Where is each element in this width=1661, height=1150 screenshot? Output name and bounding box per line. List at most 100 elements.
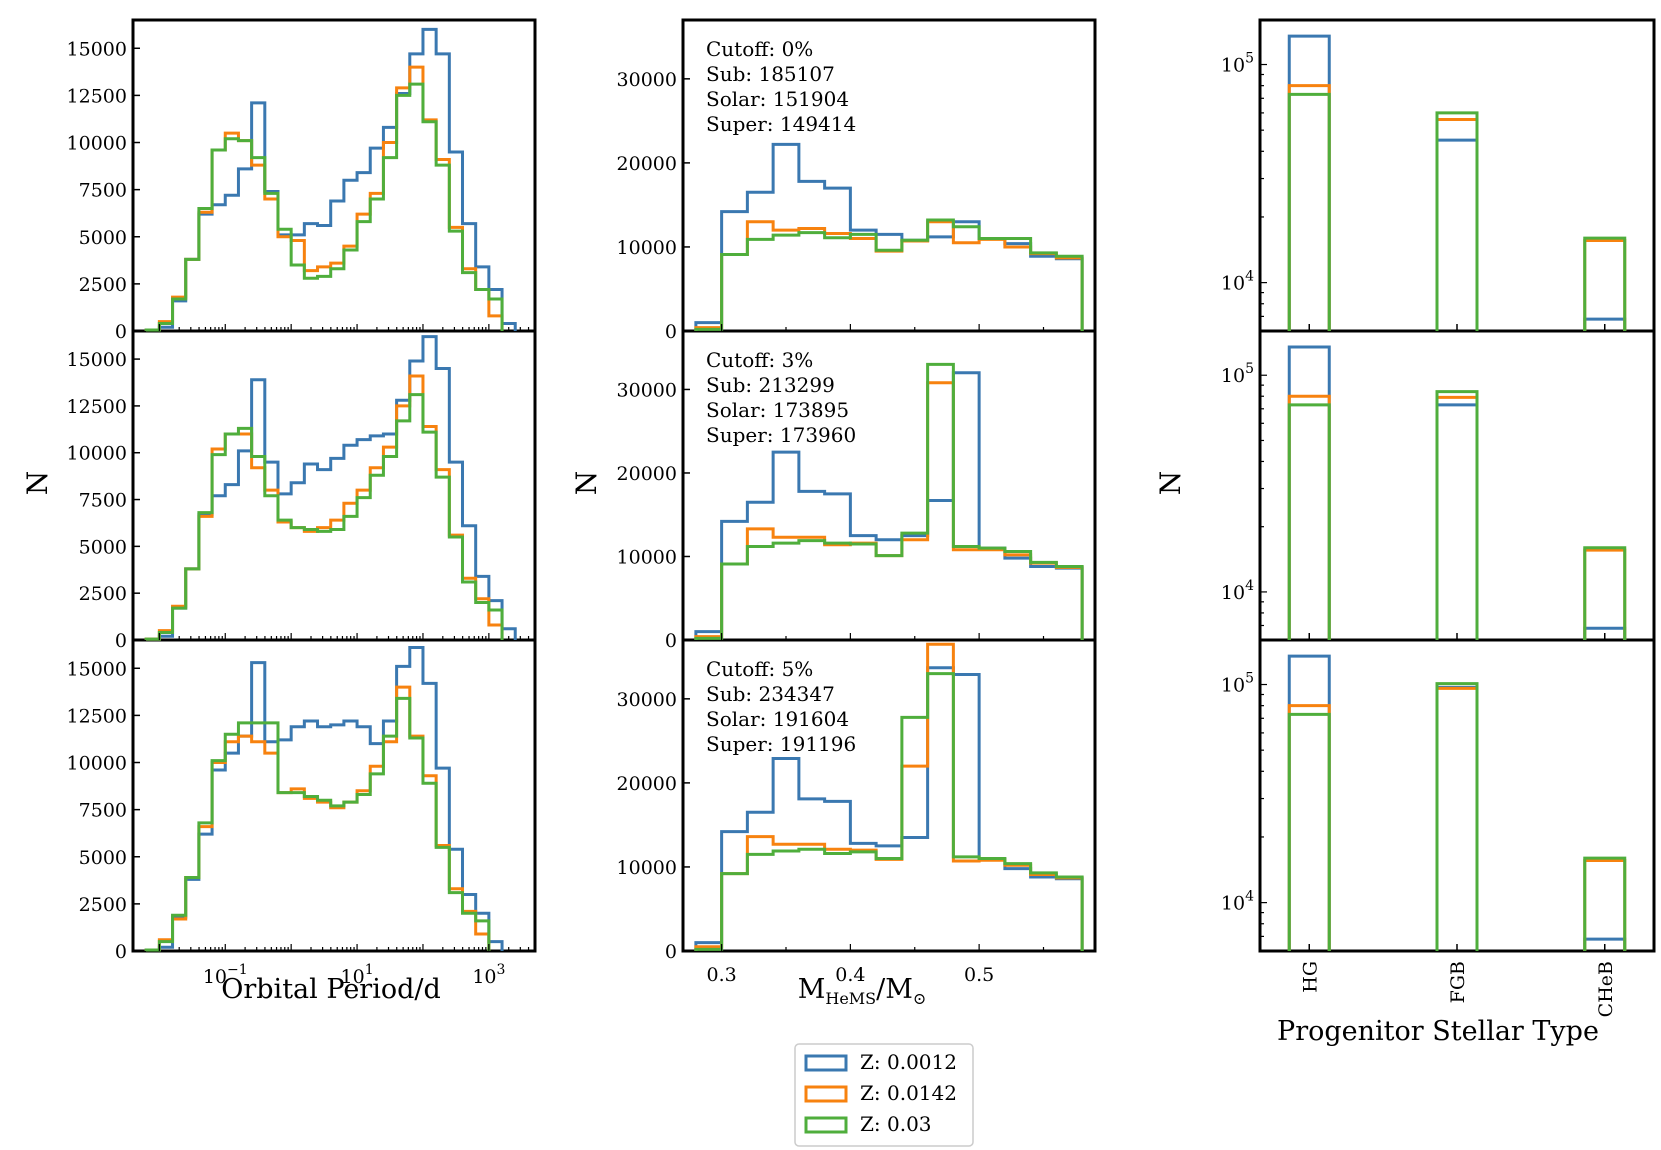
progenitor-bar (1435, 403, 1479, 640)
period-ytick-label: 2500 (79, 274, 127, 296)
mass-histogram-line (694, 142, 1084, 331)
mass-histogram-line (694, 371, 1084, 640)
cutoff-annotation: Super: 173960 (706, 423, 856, 447)
cutoff-annotation: Solar: 151904 (706, 87, 849, 111)
xlabel-hems-sub: HeMS (825, 989, 876, 1008)
legend-swatch-z3 (804, 1116, 848, 1134)
period-ytick-label: 2500 (79, 583, 127, 605)
legend-label-z1: Z: 0.0012 (860, 1050, 957, 1074)
legend-swatch-z2 (804, 1085, 848, 1103)
cutoff-annotation: Cutoff: 3% (706, 348, 813, 372)
progenitor-ytick-label: 104 (1221, 269, 1254, 295)
cutoff-annotation: Sub: 234347 (706, 682, 835, 706)
ylabel-left: N (21, 471, 54, 496)
xlabel-progenitor: Progenitor Stellar Type (1277, 1016, 1599, 1047)
period-ytick-label: 12500 (67, 705, 127, 727)
period-ytick-label: 0 (115, 941, 127, 963)
xlabel-hems-m: M (798, 974, 826, 1005)
progenitor-ytick-label: 104 (1221, 578, 1254, 604)
progenitor-bar (1435, 390, 1479, 640)
progenitor-panel-frame (1258, 18, 1656, 333)
period-histogram-line (144, 696, 491, 952)
cutoff-annotation: Sub: 185107 (706, 62, 835, 86)
cutoff-annotation: Solar: 173895 (706, 398, 849, 422)
progenitor-bar (1287, 92, 1331, 331)
mass-ytick-label: 10000 (617, 857, 677, 879)
mass-panel-frame (681, 638, 1097, 953)
mass-xtick-label: 0.3 (707, 964, 737, 986)
period-histogram-line (144, 82, 504, 332)
progenitor-ytick-label: 104 (1221, 889, 1254, 915)
panel-frames (131, 18, 1656, 953)
mass-histogram-line (694, 666, 1084, 951)
period-panel-frame (131, 638, 537, 953)
progenitor-bar (1287, 34, 1331, 331)
category-label: HG (1299, 961, 1321, 993)
period-ytick-label: 5000 (79, 847, 127, 869)
period-ytick-label: 12500 (67, 85, 127, 107)
progenitor-bar (1583, 238, 1627, 331)
histogram-series (144, 27, 1627, 952)
progenitor-bar (1287, 712, 1331, 951)
mass-ytick-label: 30000 (617, 689, 677, 711)
legend: Z: 0.0012 Z: 0.0142 Z: 0.03 (794, 1043, 974, 1147)
period-ytick-label: 10000 (67, 753, 127, 775)
progenitor-bar (1583, 858, 1627, 951)
progenitor-bar (1287, 84, 1331, 331)
cutoff-annotation: Sub: 213299 (706, 373, 835, 397)
period-histogram-line (144, 27, 517, 332)
progenitor-ytick-label: 105 (1221, 51, 1254, 77)
progenitor-ytick-label: 105 (1221, 671, 1254, 697)
period-ytick-label: 7500 (79, 490, 127, 512)
mass-ytick-label: 30000 (617, 69, 677, 91)
period-ytick-label: 2500 (79, 894, 127, 916)
mass-ytick-label: 10000 (617, 237, 677, 259)
progenitor-bar (1435, 686, 1479, 951)
period-histogram-line (144, 393, 504, 641)
mass-ytick-label: 10000 (617, 546, 677, 568)
period-ytick-label: 10000 (67, 443, 127, 465)
ylabel-right: N (1154, 471, 1187, 496)
progenitor-bar (1583, 548, 1627, 640)
mass-histogram-line (694, 672, 1084, 951)
progenitor-bar (1435, 117, 1479, 331)
cutoff-annotation: Solar: 191604 (706, 707, 849, 731)
progenitor-bar (1435, 395, 1479, 640)
mass-histogram-line (694, 218, 1084, 331)
mass-ytick-label: 0 (665, 321, 677, 343)
period-ytick-label: 7500 (79, 180, 127, 202)
progenitor-bar (1583, 856, 1627, 951)
progenitor-bar (1287, 345, 1331, 640)
legend-label-z3: Z: 0.03 (860, 1112, 932, 1136)
period-histogram-line (144, 335, 517, 641)
progenitor-panel-frame (1258, 329, 1656, 642)
period-ytick-label: 12500 (67, 396, 127, 418)
period-histogram-line (144, 65, 504, 332)
xlabel-hems-slash: /M (876, 974, 913, 1005)
progenitor-bar (1583, 546, 1627, 640)
progenitor-bar (1287, 654, 1331, 951)
progenitor-bar (1287, 403, 1331, 640)
period-ytick-label: 15000 (67, 349, 127, 371)
mass-ytick-label: 20000 (617, 773, 677, 795)
period-xtick-label: 103 (472, 962, 505, 988)
cutoff-annotation: Super: 191196 (706, 732, 856, 756)
period-ytick-label: 5000 (79, 536, 127, 558)
mass-ytick-label: 30000 (617, 379, 677, 401)
mass-histogram-line (694, 362, 1084, 640)
cutoff-annotation: Cutoff: 0% (706, 37, 813, 61)
progenitor-bar (1287, 704, 1331, 951)
period-ytick-label: 0 (115, 630, 127, 652)
period-ytick-label: 10000 (67, 133, 127, 155)
progenitor-bar (1435, 138, 1479, 331)
period-xtick-label: 101 (341, 962, 374, 988)
period-ytick-label: 15000 (67, 38, 127, 60)
period-histogram-line (144, 646, 504, 952)
legend-swatch-z1 (804, 1054, 848, 1072)
category-label: CHeB (1595, 961, 1617, 1017)
axis-ticks: 0 2500 5000 7500 10000 12500 15000 0 2500 5000 750… (67, 37, 1617, 1017)
period-ytick-label: 7500 (79, 800, 127, 822)
progenitor-bar (1435, 111, 1479, 331)
period-ytick-label: 5000 (79, 227, 127, 249)
